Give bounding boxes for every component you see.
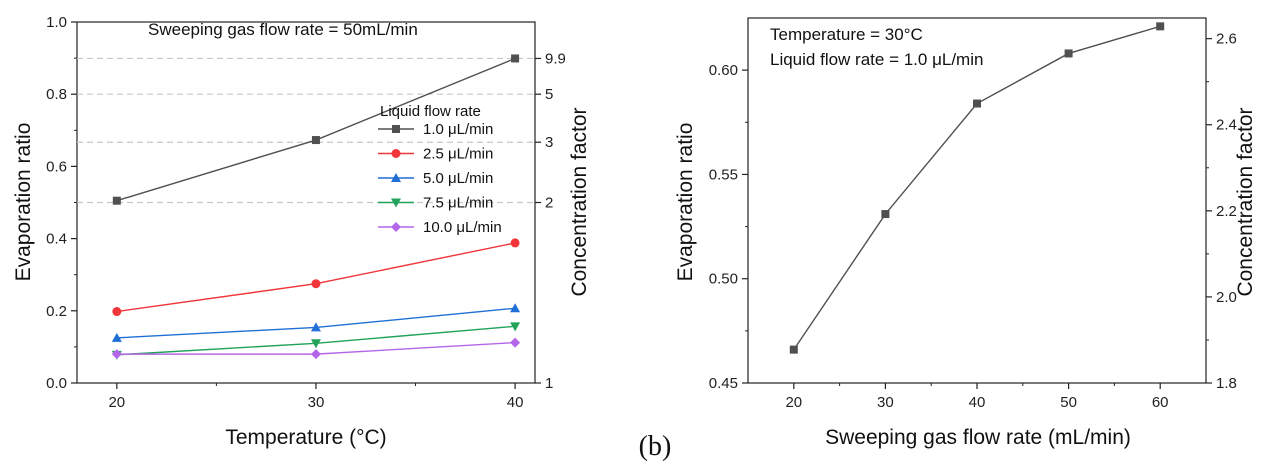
x-tick-label: 40	[507, 394, 524, 411]
x-tick-label: 20	[108, 394, 125, 411]
chart-a: 0.0 0.2 0.4 0.6 0.8 1.0 1 2 3 5 9.9 20 30 40 Sweeping…	[12, 14, 591, 449]
y-tick-label: 0.50	[709, 271, 738, 288]
data-point	[111, 332, 122, 342]
data-point	[310, 349, 321, 360]
y2-tick-label: 2.2	[1216, 203, 1237, 220]
y-tick-label: 1.0	[46, 14, 67, 31]
y2-tick-label: 2	[545, 195, 553, 212]
y2-tick-label: 3	[545, 134, 553, 151]
chart-b-annotation-2: Liquid flow rate = 1.0 μL/min	[770, 50, 983, 69]
series-line	[116, 242, 516, 313]
legend-label: 10.0 μL/min	[423, 219, 502, 236]
legend-label: 5.0 μL/min	[423, 170, 493, 187]
data-point	[973, 99, 981, 108]
y2-tick-label: 2.0	[1216, 289, 1237, 306]
data-point	[310, 339, 321, 349]
chart-a-y2label: Concentration factor	[568, 107, 591, 296]
y-tick-label: 0.6	[46, 158, 67, 175]
legend-label: 2.5 μL/min	[423, 146, 493, 163]
chart-b: 0.45 0.50 0.55 0.60 1.8 2.0 2.2 2.4 2.6 20 30 40 50 6…	[674, 17, 1257, 449]
data-point	[510, 337, 521, 348]
chart-b-frame	[747, 17, 1207, 384]
legend-marker	[391, 149, 401, 158]
chart-a-annotation: Sweeping gas flow rate = 50mL/min	[148, 20, 418, 39]
data-point	[311, 279, 321, 289]
chart-b-annotation-1: Temperature = 30°C	[770, 25, 923, 44]
series-line	[793, 25, 1161, 351]
y2-tick-label: 1.8	[1216, 375, 1237, 392]
data-point	[1064, 49, 1073, 58]
chart-a-ylabel: Evaporation ratio	[12, 123, 35, 282]
x-tick-label: 60	[1152, 394, 1169, 411]
y-tick-label: 0.0	[46, 375, 67, 392]
data-point	[510, 322, 521, 332]
legend-marker	[391, 222, 401, 232]
data-point	[511, 54, 520, 63]
data-point	[310, 322, 321, 332]
y-tick-label: 0.4	[46, 231, 67, 248]
data-point	[510, 238, 520, 248]
panel-label: (b)	[639, 431, 672, 462]
x-tick-label: 30	[308, 394, 325, 411]
x-tick-label: 50	[1060, 394, 1077, 411]
x-tick-label: 30	[877, 394, 894, 411]
legend-label: 1.0 μL/min	[423, 121, 493, 138]
legend-marker	[391, 198, 401, 208]
legend-marker	[392, 125, 400, 133]
chart-a-legend: Liquid flow rate 1.0 μL/min 2.5 μL/min 5.0…	[378, 103, 502, 236]
data-point	[112, 307, 122, 317]
data-point	[111, 349, 122, 360]
data-point	[112, 196, 121, 205]
data-point	[311, 136, 320, 145]
y2-tick-label: 2.6	[1216, 31, 1237, 48]
legend-title: Liquid flow rate	[380, 103, 481, 120]
chart-b-y2label: Concentration factor	[1234, 107, 1257, 296]
chart-b-ylabel: Evaporation ratio	[674, 123, 697, 282]
y-tick-label: 0.45	[709, 375, 738, 392]
y2-tick-label: 5	[545, 86, 553, 103]
y2-tick-label: 9.9	[545, 50, 566, 67]
legend-marker	[391, 173, 401, 182]
y-tick-label: 0.2	[46, 303, 67, 320]
x-tick-label: 20	[785, 394, 802, 411]
y2-tick-label: 2.4	[1216, 117, 1237, 134]
y-tick-label: 0.8	[46, 86, 67, 103]
chart-b-xlabel: Sweeping gas flow rate (mL/min)	[825, 426, 1131, 449]
data-point	[881, 210, 890, 219]
data-point	[510, 303, 521, 313]
y-tick-label: 0.60	[709, 62, 738, 79]
x-tick-label: 40	[969, 394, 986, 411]
legend-label: 7.5 μL/min	[423, 195, 493, 212]
data-point	[1156, 22, 1165, 31]
y2-tick-label: 1	[545, 375, 553, 392]
chart-a-xlabel: Temperature (°C)	[225, 426, 386, 449]
y-tick-label: 0.55	[709, 166, 738, 183]
data-point	[789, 345, 798, 354]
